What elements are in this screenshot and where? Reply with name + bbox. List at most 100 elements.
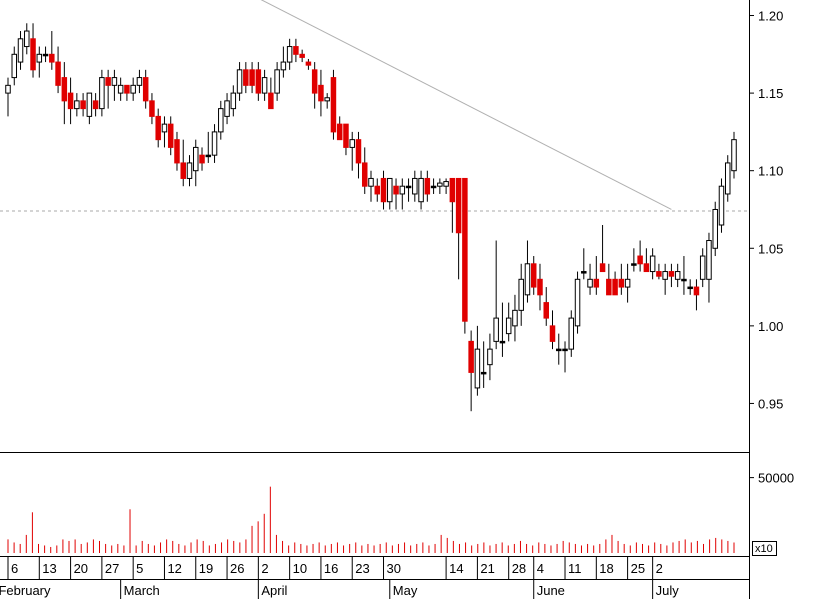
month-tick-label: July: [656, 583, 680, 598]
candle: [556, 333, 562, 365]
month-tick-label: April: [261, 583, 287, 598]
candle: [455, 177, 462, 280]
candle-body: [218, 108, 224, 133]
candle: [706, 232, 712, 303]
candle-body: [656, 271, 662, 277]
candle: [537, 263, 543, 311]
candle: [155, 108, 161, 148]
candle: [86, 92, 93, 125]
date-tick-label: 5: [136, 561, 143, 576]
candle-body: [712, 208, 718, 249]
candle: [430, 178, 437, 194]
candle: [418, 170, 424, 210]
candle: [99, 69, 105, 117]
candle-body: [274, 69, 280, 94]
candle: [261, 69, 268, 101]
candle-body: [568, 317, 575, 350]
candle: [405, 178, 412, 202]
candle: [631, 248, 637, 272]
candle: [637, 240, 643, 272]
candle-body: [174, 139, 180, 164]
volume-multiplier-box: [752, 541, 777, 556]
candle-body: [30, 38, 36, 71]
candle-body: [205, 154, 212, 158]
date-tick-label: 2: [656, 561, 663, 576]
candle-body: [155, 115, 161, 141]
candle: [493, 240, 499, 350]
candle: [274, 62, 280, 101]
candle: [349, 131, 355, 171]
candle: [92, 93, 99, 117]
candle: [681, 256, 687, 295]
candle-body: [180, 162, 186, 179]
candle-body: [612, 278, 618, 296]
candle-body: [36, 53, 43, 63]
candle: [224, 93, 230, 125]
candle: [649, 248, 656, 280]
candle: [549, 310, 556, 350]
candle-body: [130, 84, 136, 94]
candle-body: [142, 77, 149, 102]
candle: [130, 77, 136, 101]
date-tick-label: 16: [324, 561, 338, 576]
candle: [299, 49, 305, 63]
date-tick-label: 12: [167, 561, 181, 576]
candle-body: [136, 77, 143, 86]
date-tick-label: 25: [631, 561, 645, 576]
candle-body: [324, 97, 330, 102]
date-tick-label: 18: [599, 561, 613, 576]
candle-body: [199, 154, 205, 164]
candle: [699, 248, 706, 288]
candle: [236, 62, 243, 101]
candle-body: [530, 263, 537, 288]
date-tick-label: 2: [261, 561, 268, 576]
candle: [36, 46, 43, 78]
candle-body: [512, 309, 518, 327]
candle: [530, 256, 537, 295]
candle: [668, 263, 675, 288]
candle: [562, 341, 568, 373]
candle: [149, 93, 155, 125]
candle: [412, 170, 418, 202]
candle: [286, 38, 293, 70]
price-tick-label: 1.10: [758, 164, 783, 179]
month-ticks: February March April May June July: [0, 579, 679, 599]
candle-body: [5, 84, 11, 94]
candle: [61, 62, 68, 125]
candle: [305, 58, 312, 70]
candle: [186, 155, 193, 187]
candle-body: [437, 182, 443, 187]
candle-body: [336, 123, 343, 141]
candle-body: [468, 340, 474, 373]
candle-body: [368, 177, 374, 187]
candle-body: [637, 255, 643, 265]
candle-body: [74, 100, 80, 110]
candle-body: [674, 271, 681, 280]
candle-body: [318, 84, 324, 102]
candle-body: [268, 92, 274, 110]
date-tick-label: 10: [293, 561, 307, 576]
candle: [618, 263, 625, 295]
candle-body: [105, 77, 111, 86]
candle: [80, 93, 86, 117]
price-tick-label: 1.05: [758, 241, 783, 256]
candle: [512, 294, 518, 342]
candle: [74, 93, 80, 117]
price-ticks: 1.20 1.15 1.10 1.05 1.00 0.95: [749, 9, 783, 411]
date-tick-label: 11: [568, 561, 582, 576]
candle: [17, 31, 24, 70]
date-tick-label: 21: [480, 561, 494, 576]
candle: [24, 23, 30, 55]
candle-body: [624, 278, 631, 288]
candle: [593, 256, 600, 295]
candle-body: [149, 100, 155, 117]
candle: [324, 93, 330, 109]
candle: [243, 62, 249, 94]
candle: [624, 263, 631, 303]
candle: [437, 178, 443, 194]
candle-body: [518, 278, 524, 311]
date-tick-label: 27: [105, 561, 119, 576]
candle-body: [305, 61, 312, 66]
candle: [205, 131, 212, 163]
candle: [280, 46, 287, 78]
